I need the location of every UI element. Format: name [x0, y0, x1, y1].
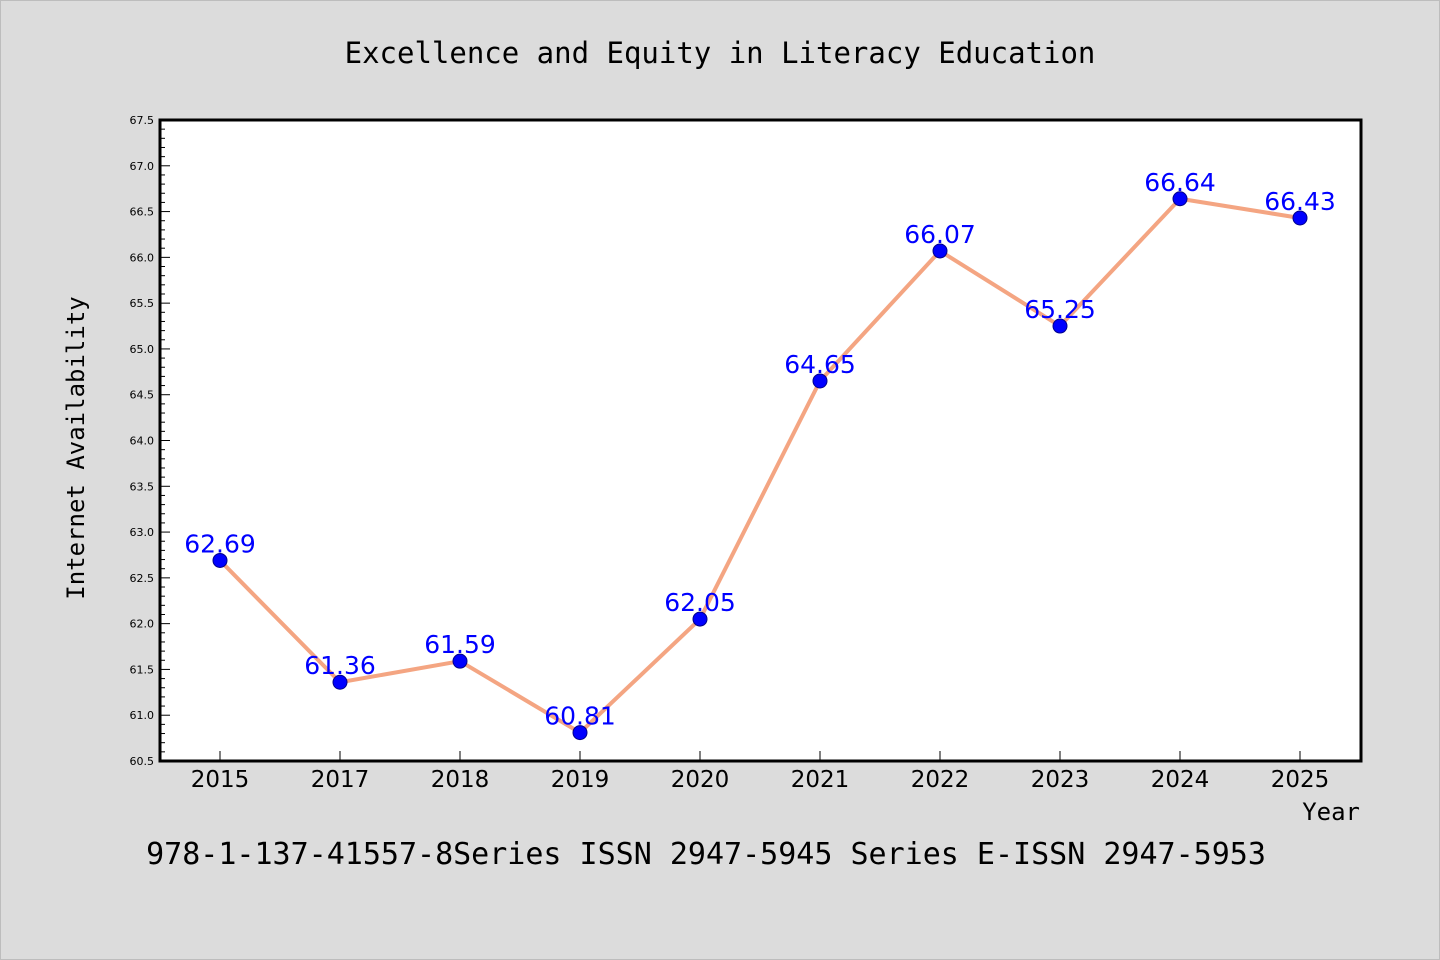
data-label: 61.59: [424, 630, 496, 659]
x-axis: 2015 2017 2018 2019 2020 2021 2022 2023 2024 2025: [191, 751, 1330, 793]
series-line: [218, 196, 1302, 735]
data-point: [1052, 318, 1068, 334]
y-tick-label: 67.5: [130, 114, 155, 127]
x-tick-label: 2022: [911, 767, 970, 793]
x-tick-label: 2025: [1271, 767, 1330, 793]
y-axis-label: Internet Availability: [62, 296, 90, 599]
x-axis-label: Year: [1302, 798, 1360, 826]
x-tick-label: 2017: [311, 767, 370, 793]
data-point: [452, 653, 468, 669]
x-tick-label: 2015: [191, 767, 250, 793]
footer-text: 978-1-137-41557-8Series ISSN 2947-5945 S…: [146, 837, 1266, 872]
plot-area: [160, 120, 1361, 761]
data-point: [212, 552, 228, 568]
y-tick-label: 65.0: [130, 343, 155, 356]
data-label: 62.05: [664, 588, 736, 617]
data-label: 60.81: [544, 702, 616, 731]
data-label: 66.07: [904, 220, 976, 249]
data-label: 66.43: [1264, 187, 1336, 216]
data-point: [572, 725, 588, 741]
y-tick-label: 64.5: [130, 389, 155, 402]
y-axis: 60.5 61.0 61.5 62.0 62.5 63.0 63.5 64.0 64.5 65.0…: [130, 114, 170, 768]
y-tick-label: 63.0: [130, 526, 155, 539]
x-tick-label: 2021: [791, 767, 850, 793]
data-label: 64.65: [784, 350, 856, 379]
data-point: [812, 373, 828, 389]
data-point: [1172, 191, 1188, 207]
plot-border: [158, 118, 1363, 763]
y-tick-label: 63.5: [130, 480, 155, 493]
y-tick-label: 62.5: [130, 572, 155, 585]
chart-title: Excellence and Equity in Literacy Educat…: [345, 36, 1096, 70]
y-tick-label: 64.0: [130, 435, 155, 448]
series-layer: 62.69 61.36 61.59 60.81 62.05 64.65 66.07 65.25…: [184, 168, 1336, 741]
y-tick-label: 62.0: [130, 618, 155, 631]
data-label: 65.25: [1024, 295, 1096, 324]
y-tick-label: 66.0: [130, 251, 155, 264]
data-point: [932, 243, 948, 259]
data-label: 61.36: [304, 651, 376, 680]
data-label: 66.64: [1144, 168, 1216, 197]
y-tick-label: 61.0: [130, 709, 155, 722]
x-tick-label: 2018: [431, 767, 490, 793]
data-point: [1292, 210, 1308, 226]
x-tick-label: 2019: [551, 767, 610, 793]
data-label: 62.69: [184, 529, 256, 558]
y-tick-label: 67.0: [130, 160, 155, 173]
x-tick-label: 2020: [671, 767, 730, 793]
data-point: [332, 674, 348, 690]
y-tick-label: 66.5: [130, 206, 155, 219]
y-tick-label: 65.5: [130, 297, 155, 310]
y-tick-label: 60.5: [130, 755, 155, 768]
data-point: [692, 611, 708, 627]
y-tick-label: 61.5: [130, 663, 155, 676]
x-tick-label: 2024: [1151, 767, 1210, 793]
x-tick-label: 2023: [1031, 767, 1090, 793]
